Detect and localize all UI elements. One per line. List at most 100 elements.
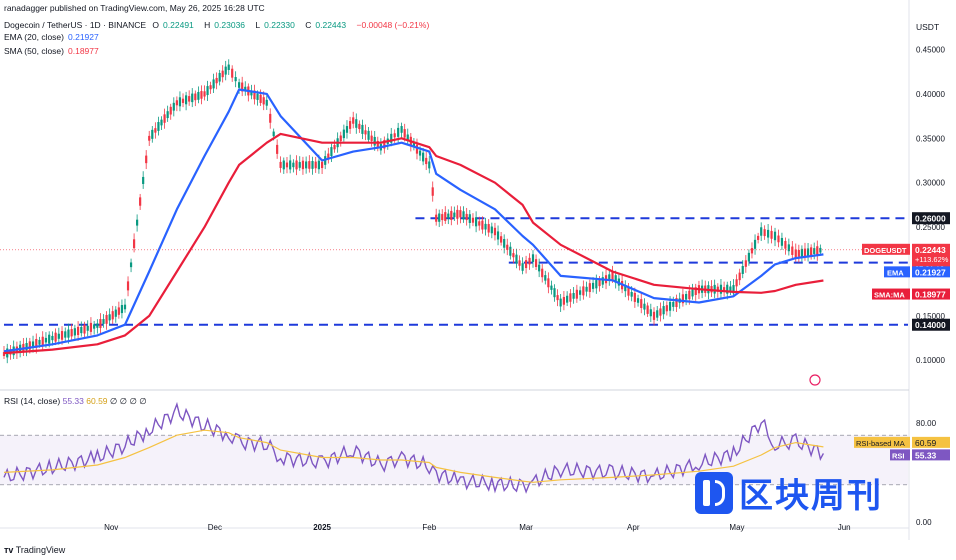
sma-line xyxy=(3,132,824,355)
price-axis: USDT0.450000.400000.350000.300000.250000… xyxy=(104,22,945,532)
candle-body xyxy=(813,248,816,255)
candle-body xyxy=(320,161,324,169)
candle-body xyxy=(640,299,643,308)
candle-body xyxy=(175,100,178,106)
published-note: ranadagger published on TradingView.com,… xyxy=(4,3,265,13)
candle-body xyxy=(471,217,475,223)
candle-body xyxy=(541,268,544,278)
candle-body xyxy=(757,235,760,240)
candle-body xyxy=(25,343,28,351)
ema-tag-value-bg xyxy=(912,266,950,278)
candle-body xyxy=(428,161,431,169)
candle-body xyxy=(203,91,206,97)
footer-brand: TradingView xyxy=(15,545,66,555)
x-tick-label: Mar xyxy=(519,523,533,532)
candle-body xyxy=(665,305,668,312)
watermark-logo: 区块周刊 xyxy=(695,468,883,517)
candle-body xyxy=(608,274,611,281)
candle-body xyxy=(418,150,422,156)
candle-body xyxy=(490,226,493,234)
tradingview-logo-icon: ᴛᴠ xyxy=(4,545,14,555)
candle-body xyxy=(431,187,434,196)
candle-body xyxy=(719,284,723,294)
candle-body xyxy=(591,282,595,289)
candle-body xyxy=(292,162,295,168)
candle-body xyxy=(800,248,804,257)
candle-body xyxy=(367,130,370,140)
ema-legend[interactable]: EMA (20, close) 0.21927 xyxy=(4,32,99,42)
candle-body xyxy=(390,133,393,143)
candle-body xyxy=(646,305,649,314)
candle-body xyxy=(475,217,478,227)
candle-body xyxy=(333,145,336,150)
candle-body xyxy=(142,176,145,184)
ema-tag-bg xyxy=(884,266,910,278)
y-tick-label: 0.35000 xyxy=(916,134,945,143)
candle-body xyxy=(272,131,275,137)
candle-body xyxy=(524,260,528,269)
candle-body xyxy=(770,230,773,239)
ohlc-header: Dogecoin / TetherUS · 1D · BINANCE O 0.22… xyxy=(4,20,430,30)
candle-body xyxy=(373,136,376,146)
rsi-tag-label: RSI xyxy=(892,451,905,460)
sma-tag-value: 0.18977 xyxy=(915,290,946,300)
candle-body xyxy=(227,64,230,70)
candle-body xyxy=(518,260,521,266)
candle-body xyxy=(652,311,656,320)
candle-body xyxy=(355,119,358,128)
x-tick-label: May xyxy=(729,523,744,532)
candle-body xyxy=(780,237,784,246)
candle-body xyxy=(111,311,114,320)
candle-body xyxy=(506,244,509,250)
tradingview-footer[interactable]: ᴛᴠ TradingView xyxy=(4,545,65,555)
axis-tags: 0.260000.210000.14000DOGEUSDT0.22443+113… xyxy=(862,212,950,331)
sma-tag-value-bg xyxy=(912,288,950,300)
candle-body xyxy=(282,160,285,170)
candle-body xyxy=(206,86,209,96)
candle-body xyxy=(649,309,652,317)
candle-body xyxy=(2,352,6,357)
candle-body xyxy=(181,98,185,103)
y-tick-label: 0.30000 xyxy=(916,179,945,188)
candle-body xyxy=(28,341,31,350)
y-tick-label: 0.10000 xyxy=(916,356,945,365)
candle-body xyxy=(64,331,67,338)
candle-body xyxy=(729,286,732,292)
candle-body xyxy=(425,157,428,165)
candle-body xyxy=(244,86,247,92)
candle-body xyxy=(238,82,241,88)
candle-body xyxy=(250,90,253,96)
low-value: 0.22330 xyxy=(264,20,295,30)
candle-body xyxy=(797,249,800,257)
candle-body xyxy=(262,97,265,105)
change-value: −0.00048 (−0.21%) xyxy=(356,20,430,30)
rsi-ma-tag-label: RSI-based MA xyxy=(856,439,905,448)
candle-body xyxy=(735,279,738,287)
candle-body xyxy=(218,72,221,82)
candle-body xyxy=(763,229,766,237)
candle-body xyxy=(656,310,659,318)
candle-body xyxy=(76,326,80,336)
candle-body xyxy=(120,305,124,314)
y-tick-label: 0.40000 xyxy=(916,90,945,99)
candle-body xyxy=(512,253,515,258)
candle-body xyxy=(672,301,675,307)
candle-body xyxy=(308,161,311,169)
candle-body xyxy=(750,248,754,254)
candle-body xyxy=(108,314,111,321)
rsi-legend[interactable]: RSI (14, close) 55.33 60.59 ∅ ∅ ∅ ∅ xyxy=(4,396,147,406)
candle-body xyxy=(361,124,364,134)
candle-body xyxy=(123,304,127,310)
candle-body xyxy=(231,68,234,78)
candle-body xyxy=(342,129,345,139)
candle-body xyxy=(188,96,191,102)
candle-body xyxy=(126,281,130,291)
candle-body xyxy=(289,160,292,170)
sma-legend[interactable]: SMA (50, close) 0.18977 xyxy=(4,46,99,56)
candle-body xyxy=(209,85,212,90)
candle-body xyxy=(487,224,490,233)
candle-body xyxy=(738,272,741,281)
candle-body xyxy=(86,325,89,331)
candle-body xyxy=(298,162,301,168)
